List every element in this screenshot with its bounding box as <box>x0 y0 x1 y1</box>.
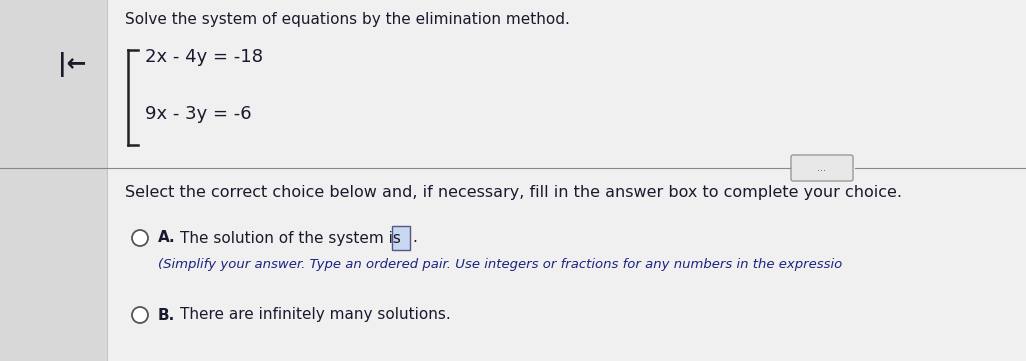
Text: B.: B. <box>158 308 175 322</box>
Circle shape <box>132 230 148 246</box>
Bar <box>392 226 410 250</box>
Text: There are infinitely many solutions.: There are infinitely many solutions. <box>180 308 450 322</box>
Text: A.: A. <box>158 231 175 245</box>
FancyBboxPatch shape <box>791 155 853 181</box>
Text: |←: |← <box>57 52 86 77</box>
Bar <box>0 0 108 361</box>
Text: .: . <box>412 231 417 245</box>
Text: The solution of the system is: The solution of the system is <box>180 231 405 245</box>
Text: 9x - 3y = -6: 9x - 3y = -6 <box>145 105 251 123</box>
Text: Solve the system of equations by the elimination method.: Solve the system of equations by the eli… <box>125 12 569 27</box>
Text: Select the correct choice below and, if necessary, fill in the answer box to com: Select the correct choice below and, if … <box>125 185 902 200</box>
Text: ...: ... <box>818 163 827 173</box>
Text: 2x - 4y = -18: 2x - 4y = -18 <box>145 48 263 66</box>
Bar <box>108 0 1026 361</box>
Text: (Simplify your answer. Type an ordered pair. Use integers or fractions for any n: (Simplify your answer. Type an ordered p… <box>158 258 842 271</box>
Circle shape <box>132 307 148 323</box>
